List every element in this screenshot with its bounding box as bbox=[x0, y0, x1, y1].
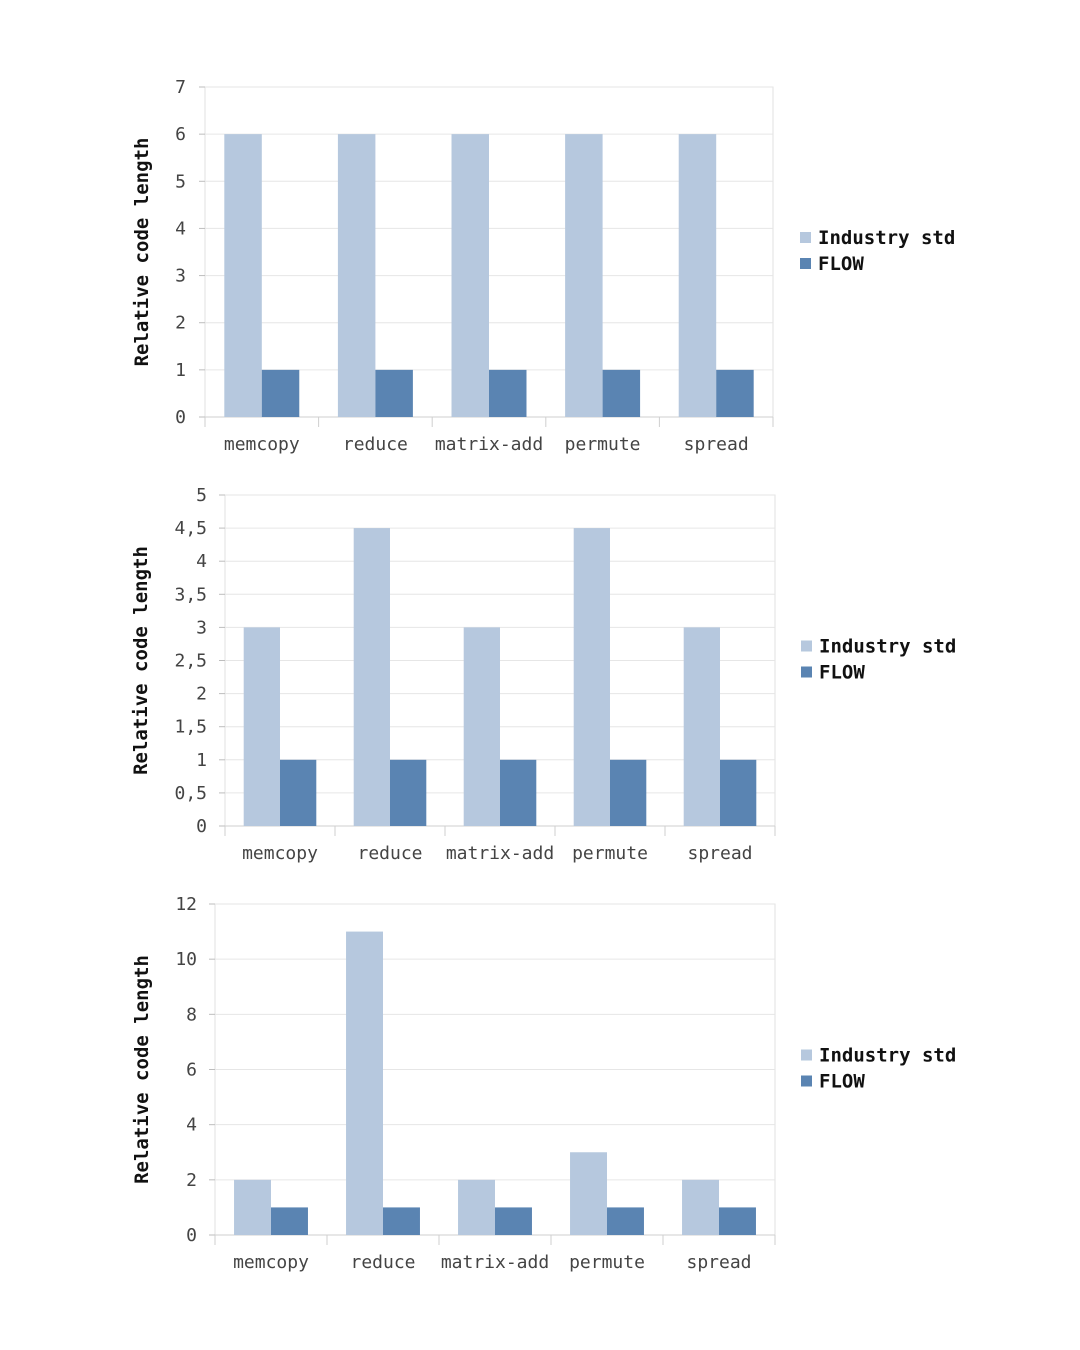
bar-flow-memcopy bbox=[261, 369, 300, 417]
y-tick-label: 7 bbox=[175, 77, 186, 98]
y-tick-label: 6 bbox=[186, 1060, 197, 1081]
chart-panel-1: 0 1 2 3 4 5 6 7 memcopy reduce matrix-add permute sp… bbox=[131, 77, 955, 455]
legend-swatch-flow bbox=[801, 1075, 812, 1087]
y-tick-label: 3 bbox=[196, 617, 207, 638]
bar-industry-std-reduce bbox=[337, 134, 376, 417]
legend: Industry std FLOW bbox=[800, 227, 955, 275]
x-tick-label: spread bbox=[687, 843, 752, 864]
legend-label-industry-std: Industry std bbox=[819, 1045, 956, 1067]
bar-industry-std-matrix-add bbox=[458, 1179, 495, 1235]
bar-flow-memcopy bbox=[271, 1207, 308, 1235]
x-tick-label: memcopy bbox=[242, 843, 318, 864]
y-tick-label: 2 bbox=[186, 1170, 197, 1191]
y-tick-label: 4 bbox=[175, 218, 186, 239]
y-tick-label: 3 bbox=[175, 266, 186, 287]
x-tick-label: matrix-add bbox=[435, 434, 543, 455]
bar-industry-std-memcopy bbox=[234, 1179, 271, 1235]
bar-industry-std-memcopy bbox=[224, 134, 262, 417]
legend-label-flow: FLOW bbox=[818, 253, 864, 275]
x-tick-label: permute bbox=[565, 434, 641, 455]
legend-swatch-industry-std bbox=[801, 1049, 812, 1061]
bar-industry-std-spread bbox=[678, 134, 717, 417]
bar-industry-std-permute bbox=[565, 134, 603, 417]
bar-flow-matrix-add bbox=[500, 759, 537, 826]
y-tick-label: 4,5 bbox=[174, 518, 207, 539]
y-tick-label: 1,5 bbox=[174, 717, 207, 738]
bar-industry-std-reduce bbox=[346, 931, 383, 1235]
y-tick-label: 1 bbox=[196, 750, 207, 771]
x-tick-label: permute bbox=[572, 843, 648, 864]
x-tick-label: reduce bbox=[350, 1252, 415, 1273]
bar-flow-permute bbox=[610, 759, 647, 826]
bar-industry-std-spread bbox=[683, 627, 720, 826]
bar-flow-spread bbox=[719, 1207, 756, 1235]
legend-swatch-industry-std bbox=[801, 640, 812, 652]
legend-label-flow: FLOW bbox=[819, 1071, 865, 1093]
legend-label-flow: FLOW bbox=[819, 662, 865, 684]
y-axis-title: Relative code length bbox=[130, 546, 152, 775]
chart-panel-3: 0 2 4 6 8 10 12 memcopy reduce matrix-add permute s… bbox=[131, 894, 956, 1273]
bar-flow-permute bbox=[602, 369, 641, 417]
y-tick-label: 2 bbox=[196, 684, 207, 705]
bar-industry-std-permute bbox=[570, 1152, 607, 1235]
bar-flow-spread bbox=[716, 369, 754, 417]
y-tick-label: 12 bbox=[175, 894, 197, 915]
bar-flow-reduce bbox=[375, 369, 413, 417]
bar-industry-std-reduce bbox=[353, 528, 390, 826]
y-tick-label: 8 bbox=[186, 1004, 197, 1025]
bar-flow-matrix-add bbox=[495, 1207, 532, 1235]
y-tick-label: 1 bbox=[175, 360, 186, 381]
bar-flow-matrix-add bbox=[489, 369, 527, 417]
bar-flow-reduce bbox=[390, 759, 427, 826]
y-tick-label: 0,5 bbox=[174, 783, 207, 804]
y-tick-label: 5 bbox=[196, 485, 207, 506]
x-tick-label: spread bbox=[686, 1252, 751, 1273]
bar-industry-std-permute bbox=[573, 528, 610, 826]
y-tick-label: 2,5 bbox=[174, 651, 207, 672]
legend-swatch-flow bbox=[801, 666, 812, 678]
legend-label-industry-std: Industry std bbox=[819, 636, 956, 658]
y-tick-label: 6 bbox=[175, 124, 186, 145]
bar-industry-std-matrix-add bbox=[451, 134, 489, 417]
x-tick-label: spread bbox=[684, 434, 749, 455]
legend-label-industry-std: Industry std bbox=[818, 227, 955, 249]
bar-flow-spread bbox=[720, 759, 757, 826]
x-tick-label: matrix-add bbox=[441, 1252, 549, 1273]
legend: Industry std FLOW bbox=[801, 1045, 956, 1093]
y-tick-label: 2 bbox=[175, 313, 186, 334]
legend-swatch-flow bbox=[800, 258, 811, 269]
y-tick-label: 5 bbox=[175, 171, 186, 192]
x-tick-label: memcopy bbox=[233, 1252, 309, 1273]
bar-industry-std-memcopy bbox=[243, 627, 280, 826]
legend-swatch-industry-std bbox=[800, 232, 811, 243]
y-axis-title: Relative code length bbox=[131, 138, 153, 367]
y-tick-label: 3,5 bbox=[174, 584, 207, 605]
y-tick-label: 0 bbox=[186, 1225, 197, 1246]
y-tick-label: 0 bbox=[196, 816, 207, 837]
bar-industry-std-spread bbox=[682, 1179, 719, 1235]
y-tick-label: 4 bbox=[186, 1115, 197, 1136]
x-tick-label: memcopy bbox=[224, 434, 300, 455]
x-tick-label: permute bbox=[569, 1252, 645, 1273]
x-tick-label: matrix-add bbox=[446, 843, 554, 864]
y-tick-label: 4 bbox=[196, 551, 207, 572]
legend: Industry std FLOW bbox=[801, 636, 956, 684]
x-tick-label: reduce bbox=[357, 843, 422, 864]
y-axis-title: Relative code length bbox=[131, 955, 153, 1184]
bar-industry-std-matrix-add bbox=[463, 627, 500, 826]
bar-flow-reduce bbox=[383, 1207, 420, 1235]
y-tick-label: 10 bbox=[175, 949, 197, 970]
bar-flow-memcopy bbox=[280, 759, 317, 826]
bar-flow-permute bbox=[607, 1207, 644, 1235]
x-tick-label: reduce bbox=[343, 434, 408, 455]
chart-panel-2: 0 0,5 1 1,5 2 2,5 3 3,5 4 4,5 5 memcopy reduce matrix… bbox=[130, 485, 956, 864]
y-tick-label: 0 bbox=[175, 407, 186, 428]
